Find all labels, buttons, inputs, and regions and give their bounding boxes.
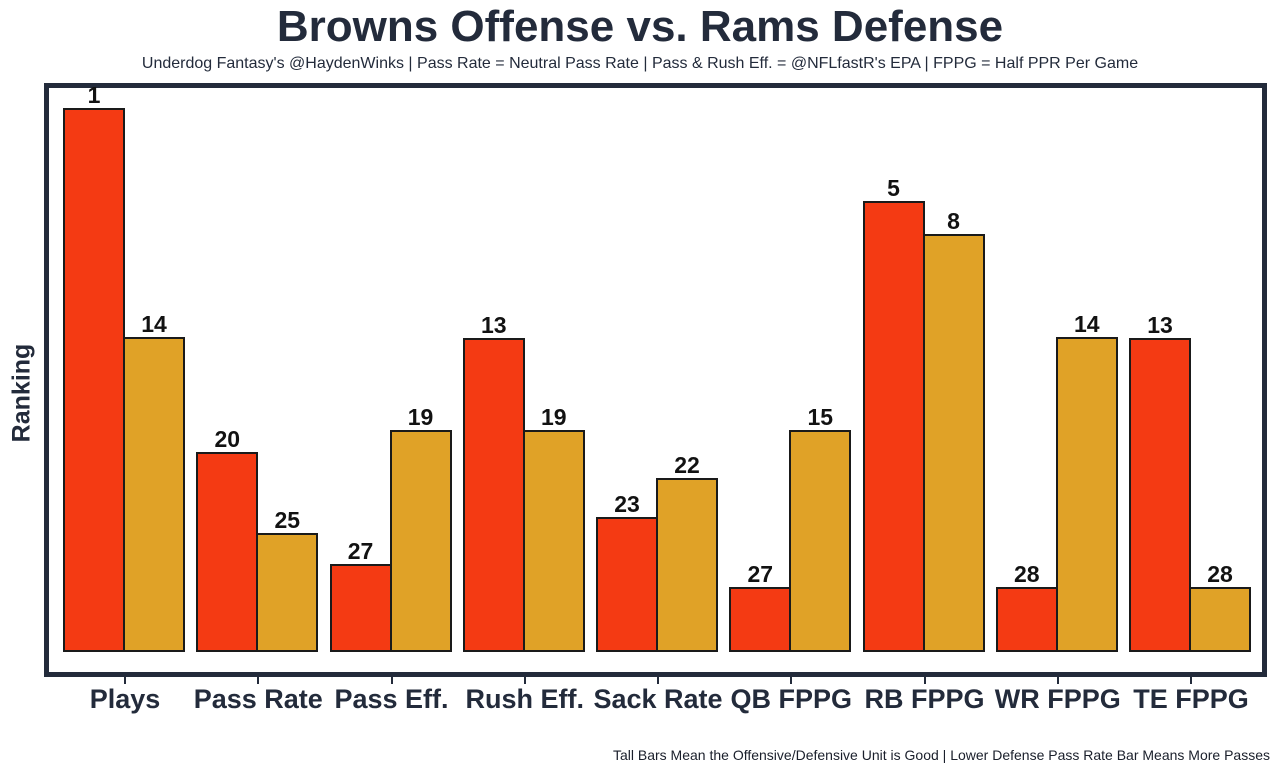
- rank-label-browns-offense-rush-eff: 13: [480, 312, 507, 338]
- rank-label-browns-offense-plays: 1: [87, 82, 101, 108]
- browns-offense-bar-sack-rate: 23: [596, 491, 658, 652]
- rams-defense-bar-pass-eff: 19: [389, 404, 452, 652]
- tick-cell-te-fppg: [1129, 677, 1253, 685]
- bar-group-wr-fppg: 28 14: [995, 311, 1120, 652]
- rank-label-rams-defense-plays: 14: [141, 311, 167, 337]
- rank-label-browns-offense-rb-fppg: 5: [887, 175, 900, 201]
- rank-label-browns-offense-sack-rate: 23: [614, 491, 640, 517]
- x-axis-label-sack-rate: Sack Rate: [593, 684, 723, 714]
- y-axis-label: Ranking: [7, 343, 36, 443]
- tick-mark-sack-rate: [657, 677, 659, 684]
- rams-defense-bar-rush-eff: 19: [522, 404, 585, 652]
- rams-defense-bar-rb-fppg: 8: [922, 208, 985, 652]
- bar-group-sack-rate: 23 22: [596, 452, 720, 652]
- bar-group-pass-rate: 20 25: [196, 426, 320, 652]
- tick-mark-wr-fppg: [1056, 677, 1059, 684]
- rams-defense-bar-wr-fppg: 14: [1055, 311, 1118, 652]
- chart-subtitle: Underdog Fantasy's @HaydenWinks | Pass R…: [141, 55, 1139, 72]
- tick-cell-plays: [63, 677, 187, 685]
- rank-label-browns-offense-wr-fppg: 28: [1013, 561, 1040, 587]
- rams-defense-bar-plays: 14: [123, 311, 185, 652]
- rams-defense-bar-pass-rate: 25: [256, 507, 319, 652]
- chart-title: Browns Offense vs. Rams Defense: [276, 2, 1004, 51]
- rank-label-rams-defense-te-fppg: 28: [1207, 561, 1233, 587]
- x-axis-labels: Plays Pass Rate Pass Eff. Rush Eff. Sack Rat…: [63, 684, 1253, 715]
- bar-group-te-fppg: 13 28: [1129, 312, 1253, 652]
- bar-group-plays: 1 14: [63, 82, 187, 652]
- tick-mark-te-fppg: [1190, 677, 1192, 684]
- x-axis-label-te-fppg: TE FPPG: [1133, 684, 1249, 714]
- xlabel-cell-te-fppg: TE FPPG: [1129, 684, 1253, 715]
- rams-defense-bar-sack-rate: 22: [656, 452, 718, 652]
- tick-cell-qb-fppg: [729, 677, 853, 685]
- xlabel-cell-rush-eff: Rush Eff.: [463, 684, 587, 715]
- x-axis-label-pass-rate: Pass Rate: [193, 684, 323, 714]
- bar-group-qb-fppg: 27 15: [729, 404, 853, 652]
- browns-offense-bar-wr-fppg: 28: [995, 561, 1058, 652]
- rams-defense-bar-qb-fppg: 15: [789, 404, 852, 652]
- tick-mark-qb-fppg: [790, 677, 793, 684]
- x-axis-label-pass-eff: Pass Eff.: [334, 684, 449, 714]
- x-axis-label-wr-fppg: WR FPPG: [994, 684, 1121, 714]
- xlabel-cell-sack-rate: Sack Rate: [593, 684, 723, 715]
- rank-label-rams-defense-qb-fppg: 15: [807, 404, 834, 430]
- rank-label-rams-defense-rush-eff: 19: [540, 404, 567, 430]
- x-axis-label-plays: Plays: [89, 684, 161, 714]
- x-axis-ticks: [63, 677, 1253, 685]
- tick-cell-pass-eff: [330, 677, 454, 685]
- tick-cell-wr-fppg: [996, 677, 1120, 685]
- footnote: Tall Bars Mean the Offensive/Defensive U…: [612, 747, 1270, 763]
- tick-cell-rb-fppg: [863, 677, 987, 685]
- rank-label-rams-defense-pass-eff: 19: [407, 404, 434, 430]
- tick-mark-rb-fppg: [923, 677, 926, 684]
- rank-label-browns-offense-qb-fppg: 27: [747, 561, 774, 587]
- tick-cell-pass-rate: [196, 677, 320, 685]
- browns-offense-bar-rb-fppg: 5: [862, 175, 925, 652]
- browns-offense-bar-plays: 1: [63, 82, 125, 652]
- tick-mark-pass-eff: [390, 677, 393, 684]
- xlabel-cell-wr-fppg: WR FPPG: [994, 684, 1121, 715]
- x-axis-label-rush-eff: Rush Eff.: [465, 684, 585, 714]
- rank-label-rams-defense-rb-fppg: 8: [947, 208, 960, 234]
- rank-label-rams-defense-sack-rate: 22: [674, 452, 700, 478]
- rams-defense-bar-te-fppg: 28: [1189, 561, 1251, 652]
- xlabel-cell-pass-rate: Pass Rate: [193, 684, 323, 715]
- rank-label-rams-defense-pass-rate: 25: [274, 507, 301, 533]
- xlabel-cell-plays: Plays: [63, 684, 187, 715]
- tick-mark-plays: [124, 677, 126, 684]
- tick-cell-sack-rate: [596, 677, 720, 685]
- tick-mark-pass-rate: [257, 677, 260, 684]
- xlabel-cell-qb-fppg: QB FPPG: [729, 684, 853, 715]
- rank-label-browns-offense-pass-rate: 20: [214, 426, 241, 452]
- browns-offense-bar-qb-fppg: 27: [729, 561, 792, 652]
- browns-offense-bar-pass-rate: 20: [196, 426, 259, 652]
- bar-group-rush-eff: 13 19: [462, 312, 587, 652]
- tick-cell-rush-eff: [463, 677, 587, 685]
- rank-label-browns-offense-pass-eff: 27: [347, 538, 374, 564]
- xlabel-cell-rb-fppg: RB FPPG: [863, 684, 987, 715]
- x-axis-label-qb-fppg: QB FPPG: [730, 684, 852, 714]
- plot-area: 1 14 20 25 27 19 13 19 23 22 27 15 5 8 28 14 13 28: [44, 82, 1267, 677]
- tick-mark-rush-eff: [523, 677, 526, 684]
- xlabel-cell-pass-eff: Pass Eff.: [330, 684, 454, 715]
- bar-groups: 1 14 20 25 27 19 13 19 23 22 27 15 5 8 28 14 13 28: [63, 82, 1253, 652]
- browns-offense-bar-rush-eff: 13: [462, 312, 525, 652]
- x-axis-label-rb-fppg: RB FPPG: [864, 684, 985, 714]
- bar-group-pass-eff: 27 19: [329, 404, 454, 652]
- browns-offense-bar-pass-eff: 27: [329, 538, 392, 652]
- rank-label-browns-offense-te-fppg: 13: [1147, 312, 1173, 338]
- rank-label-rams-defense-wr-fppg: 14: [1073, 311, 1100, 337]
- browns-offense-bar-te-fppg: 13: [1129, 312, 1191, 652]
